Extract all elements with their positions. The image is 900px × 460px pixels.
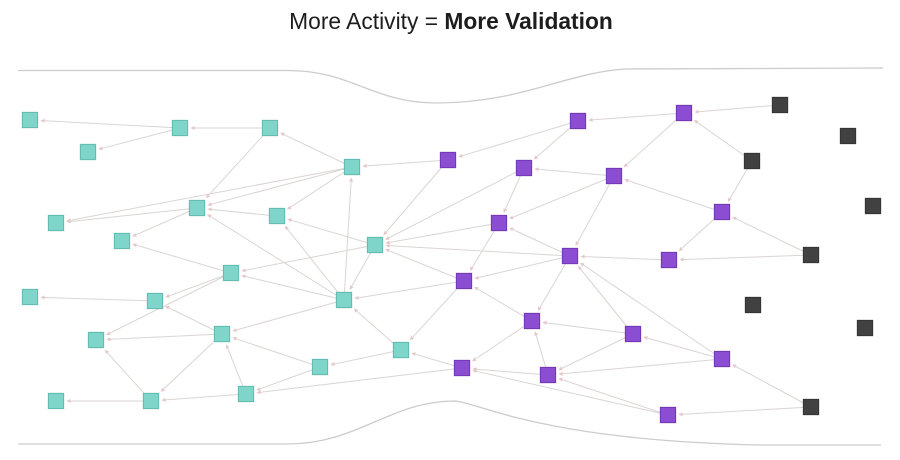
svg-text:More Activity = More Validatio: More Activity = More Validation <box>289 8 613 34</box>
